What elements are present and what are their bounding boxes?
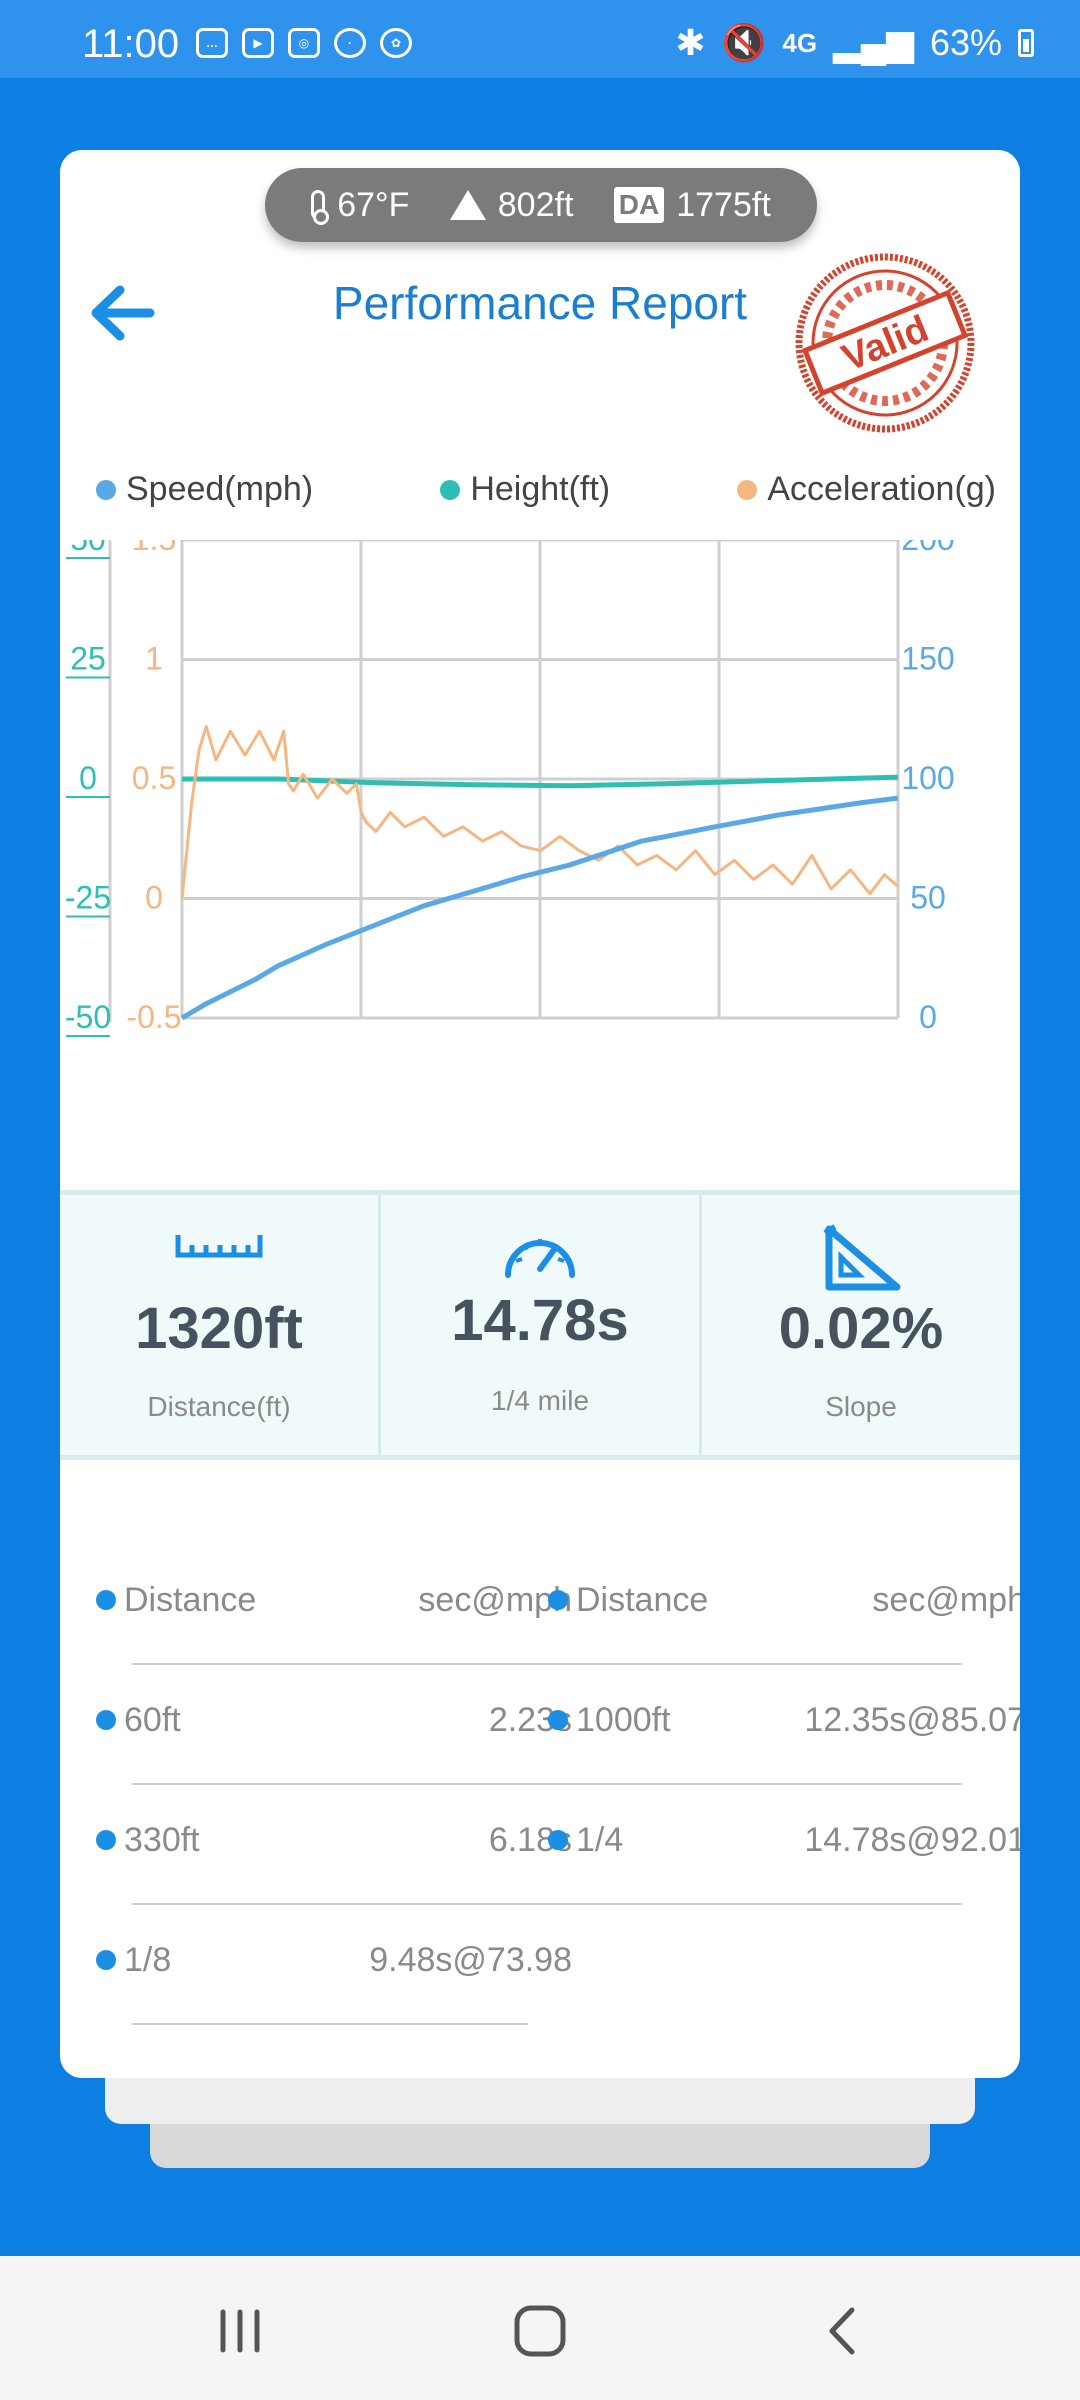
height-tick-label: -25: [65, 880, 111, 916]
header-secmph-right: sec@mph: [872, 1580, 1020, 1619]
youtube-icon: ▶: [242, 28, 274, 58]
back-arrow-icon[interactable]: [80, 268, 170, 358]
speedometer-icon: [505, 1239, 575, 1278]
stat-quarter-mile: 14.78s 1/4 mile: [381, 1195, 702, 1455]
stat-distance: 1320ft Distance(ft): [60, 1195, 381, 1455]
divider: [132, 2023, 528, 2025]
network-type: 4G: [782, 27, 818, 58]
page-title: Performance Report: [332, 277, 748, 329]
speed-tick-label: 50: [910, 880, 946, 916]
slope-value: 0.02%: [778, 1296, 944, 1361]
chart-legend: Speed(mph) Height(ft) Acceleration(g): [96, 470, 996, 509]
thermometer-icon: [311, 190, 330, 225]
acceleration-line: [180, 724, 899, 899]
legend-speed: Speed(mph): [96, 470, 313, 509]
split-time: 14.78s@92.01: [804, 1820, 1020, 1859]
back-button[interactable]: [808, 2296, 878, 2366]
split-distance: 1000ft: [548, 1660, 671, 1780]
height-tick-label: 50: [70, 540, 106, 557]
legend-dot-acceleration: [737, 479, 758, 500]
speed-tick-label: 100: [901, 760, 954, 796]
speed-tick-label: 0: [919, 999, 937, 1035]
stats-panel: 1320ft Distance(ft) 14.78s 1/4 mile 0.02…: [60, 1190, 1020, 1460]
slope-label: Slope: [825, 1391, 897, 1422]
header-distance-left: Distance: [96, 1540, 256, 1660]
split-time: 9.48s@73.98: [369, 1940, 572, 1979]
temperature: 67°F: [337, 185, 410, 224]
density-altitude: 1775ft: [676, 185, 771, 224]
system-icons: ✱ 🔇 4G ▂▄▆ 63%: [675, 22, 1034, 64]
report-card: 67°F 802ft DA 1775ft Performance Report …: [60, 150, 1020, 2078]
app-icon: ·: [334, 28, 366, 58]
table-header-row: Distance sec@mph Distance sec@mph: [60, 1540, 1020, 1660]
legend-dot-speed: [96, 479, 116, 500]
legend-height: Height(ft): [440, 470, 610, 509]
split-distance: 330ft: [96, 1780, 200, 1900]
acceleration-tick-label: 1.5: [132, 540, 176, 557]
stat-slope: 0.02% Slope: [702, 1195, 1020, 1455]
speed-tick-label: 150: [901, 641, 954, 677]
height-tick-label: 25: [70, 641, 106, 677]
split-time: 6.18s: [488, 1820, 572, 1859]
navigation-bar: [0, 2256, 1080, 2400]
split-time: 2.23s: [488, 1700, 572, 1739]
bluetooth-icon: ✱: [675, 22, 706, 63]
battery-level: 63%: [929, 22, 1002, 63]
altitude: 802ft: [497, 185, 574, 224]
legend-dot-height: [440, 479, 461, 500]
height-tick-label: -50: [65, 999, 111, 1035]
valid-stamp: Valid: [795, 253, 975, 433]
battery-icon: [1018, 29, 1034, 57]
home-button[interactable]: [505, 2296, 575, 2366]
table-row: 330ft 6.18s 1/4 14.78s@92.01: [60, 1780, 1020, 1900]
messages-icon: …: [196, 28, 228, 58]
quarter-mile-label: 1/4 mile: [490, 1385, 590, 1416]
split-distance: 1/4: [548, 1780, 623, 1900]
header-distance-right: Distance: [548, 1540, 708, 1660]
mute-icon: 🔇: [721, 22, 767, 63]
acceleration-tick-label: 0.5: [132, 760, 176, 796]
split-time: 12.35s@85.07: [804, 1700, 1020, 1739]
ruler-icon: [175, 1235, 263, 1258]
recent-apps-button[interactable]: [205, 2296, 275, 2366]
divider: [132, 1663, 962, 1665]
split-distance: 1/8: [96, 1900, 171, 2020]
speed-tick-label: 200: [901, 540, 954, 557]
performance-chart: 50 25 0 -25 -50 1.5 1 0.5 0 -0.5 200 150 100 50 0: [65, 540, 955, 1037]
status-time: 11:00: [82, 22, 180, 66]
table-row: 1/8 9.48s@73.98: [60, 1900, 1020, 2020]
distance-value: 1320ft: [135, 1296, 303, 1361]
signal-icon: ▂▄▆: [833, 22, 914, 63]
distance-label: Distance(ft): [147, 1391, 291, 1422]
instagram-icon: ◎: [288, 28, 320, 58]
acceleration-tick-label: 1: [145, 641, 163, 677]
table-row: 60ft 2.23s 1000ft 12.35s@85.07: [60, 1660, 1020, 1780]
gallery-icon: ✿: [380, 28, 412, 58]
speed-line: [180, 795, 899, 1021]
legend-acceleration: Acceleration(g): [737, 470, 996, 509]
quarter-mile-time: 14.78s: [451, 1288, 629, 1353]
divider: [132, 1903, 962, 1905]
da-icon: DA: [613, 187, 665, 223]
divider: [132, 1783, 962, 1785]
split-distance: 60ft: [96, 1660, 181, 1780]
notification-icons: … ▶ ◎ · ✿: [196, 28, 412, 58]
header-secmph-left: sec@mph: [418, 1580, 572, 1619]
height-line: [182, 774, 899, 789]
status-bar: 11:00 … ▶ ◎ · ✿ ✱ 🔇 4G ▂▄▆ 63%: [0, 0, 1080, 78]
acceleration-tick-label: 0: [145, 880, 163, 916]
mountain-icon: [449, 190, 486, 220]
slope-icon: [823, 1224, 901, 1291]
conditions-pill: 67°F 802ft DA 1775ft: [265, 168, 817, 242]
acceleration-tick-label: -0.5: [126, 999, 181, 1035]
height-tick-label: 0: [79, 760, 97, 796]
